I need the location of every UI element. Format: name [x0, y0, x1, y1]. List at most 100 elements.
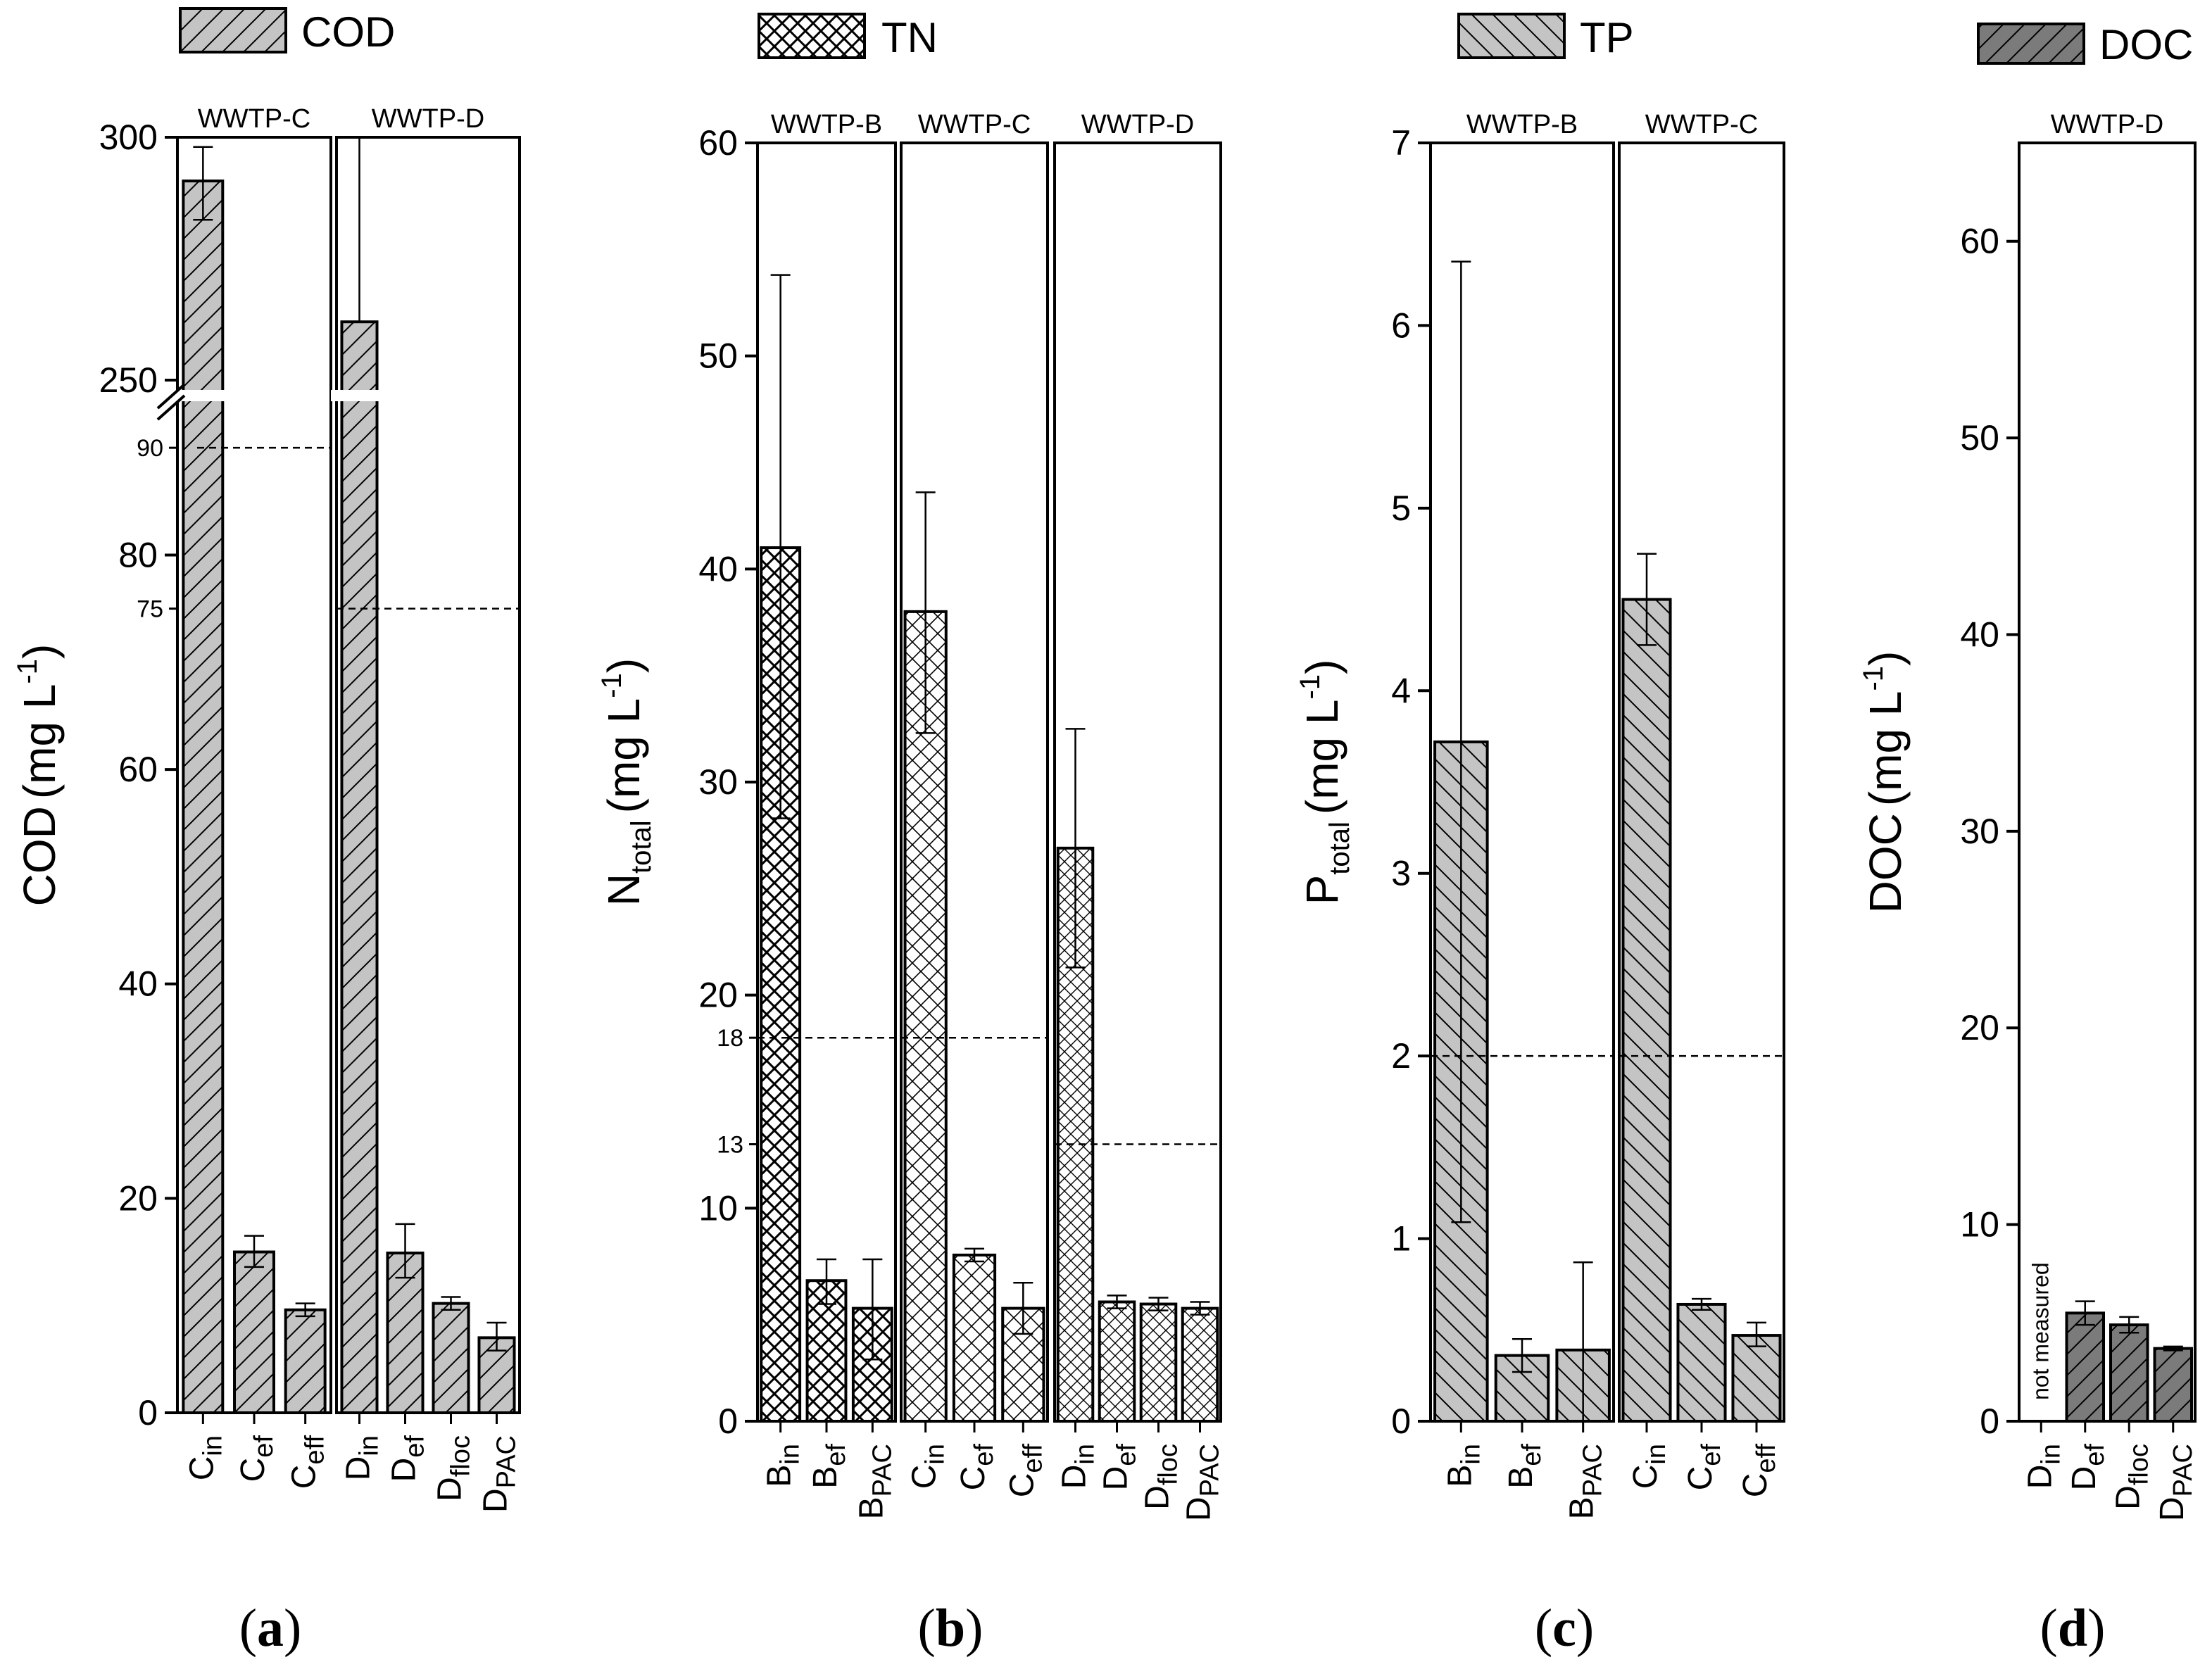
legend-label-d: DOC [2099, 21, 2193, 68]
x-label-main: D [432, 1477, 469, 1501]
bar-hatch-d-floc [2109, 1323, 2149, 1423]
subfigure-label-letter: d [2058, 1599, 2087, 1658]
x-label-c-in: Cin [1627, 1444, 1671, 1489]
x-label-main: C [1737, 1473, 1774, 1498]
x-label-d-in: Din [1056, 1444, 1100, 1489]
bar-hatch-d-floc [1139, 1302, 1178, 1423]
x-label-d-floc: Dfloc [432, 1435, 476, 1501]
y-axis-title-sub: total [626, 820, 657, 874]
legend-d: DOC [1977, 21, 2193, 68]
x-label-sub: ef [1697, 1444, 1726, 1466]
x-label-sub: eff [1752, 1444, 1781, 1473]
x-label-d-floc: Dfloc [1139, 1444, 1183, 1510]
axis-break-gap-2 [331, 390, 391, 401]
x-label-main: D [2154, 1497, 2191, 1521]
bar-hatch-c-ef [952, 1253, 997, 1423]
y-tick-label-60: 60 [118, 750, 158, 789]
y-tick-label-250: 250 [99, 360, 158, 400]
bar-hatch-d-in [340, 320, 379, 1415]
x-label-c-ef: Cef [955, 1444, 999, 1491]
x-label-d-ef: Def [2066, 1444, 2110, 1491]
bar-hatch-d-pac [2153, 1347, 2193, 1423]
subfigure-label-a: (a) [239, 1599, 302, 1658]
x-label-d-in: Din [2021, 1444, 2066, 1489]
legend-c: TP [1457, 13, 1634, 61]
bar-hatch-c-eff [1731, 1334, 1782, 1423]
x-label-c-eff: Ceff [1003, 1444, 1048, 1498]
group-label-wwtp-b: WWTP-B [771, 110, 882, 139]
bar-hatch-c-ef [233, 1250, 275, 1415]
ref-tick-label-75: 75 [137, 596, 163, 623]
bar-hatch-d-ef [2065, 1311, 2105, 1423]
axis-break-mark-1 [156, 383, 186, 410]
x-label-d-pac: DPAC [477, 1435, 522, 1513]
y-tick-label-300: 300 [99, 118, 158, 157]
axis-break-gap-1 [170, 390, 227, 401]
x-label-main: D [2066, 1466, 2103, 1491]
x-label-d-ef: Def [1098, 1444, 1142, 1491]
y-tick-label-50: 50 [1960, 418, 1999, 458]
x-label-sub: PAC [2168, 1444, 2198, 1497]
x-label-c-eff: Ceff [1737, 1444, 1781, 1498]
subfigure-label-b: (b) [918, 1599, 984, 1658]
x-label-main: B [1441, 1465, 1478, 1487]
y-axis-title-c: Ptotal (mg L-1) [1295, 660, 1355, 905]
panel-c-tp: WWTP-BBinBefBPACWWTP-CCinCefCeff01234567… [1295, 110, 1785, 1658]
y-axis-title-sub: total [1324, 821, 1355, 875]
x-label-c-in: Cin [906, 1444, 950, 1489]
x-label-c-in: Cin [183, 1435, 227, 1480]
group-label-wwtp-c: WWTP-C [1645, 110, 1758, 139]
y-axis-title-unit: (mg L [14, 684, 65, 800]
x-label-sub: PAC [1578, 1444, 1608, 1497]
bar-hatch-c-in [1621, 598, 1672, 1423]
subfigure-label-close: ) [284, 1599, 301, 1658]
group-label-wwtp-c: WWTP-C [918, 110, 1031, 139]
x-label-c-eff: Ceff [286, 1435, 330, 1489]
y-tick-label-60: 60 [698, 123, 738, 163]
x-label-d-ef: Def [386, 1435, 430, 1482]
x-label-b-in: Bin [1441, 1444, 1485, 1487]
x-label-sub: in [921, 1444, 950, 1465]
y-tick-label-4: 4 [1391, 671, 1411, 710]
y-axis-title-unit: (mg L [1860, 691, 1911, 807]
x-label-main: C [286, 1465, 323, 1489]
y-tick-label-30: 30 [698, 762, 738, 802]
x-label-sub: in [1456, 1444, 1485, 1465]
subfigure-label-open: ( [239, 1599, 257, 1658]
x-label-main: D [1056, 1465, 1093, 1489]
y-tick-label-7: 7 [1391, 123, 1411, 163]
y-tick-label-10: 10 [1960, 1205, 1999, 1245]
group-label-wwtp-d: WWTP-D [2051, 110, 2163, 139]
x-label-b-ef: Bef [1502, 1444, 1547, 1489]
y-tick-label-3: 3 [1391, 854, 1411, 893]
y-axis-title-main: P [1297, 875, 1347, 905]
panel-a-cod: WWTP-CCinCefCeffWWTP-DDinDefDflocDPAC020… [12, 104, 522, 1658]
x-label-sub: ef [969, 1444, 999, 1466]
x-label-b-ef: Bef [807, 1444, 851, 1489]
legend-label-a: COD [301, 8, 395, 56]
x-label-main: D [1139, 1485, 1176, 1510]
x-label-sub: in [2036, 1444, 2066, 1465]
y-axis-title-unit: (mg L [1297, 700, 1347, 815]
x-label-sub: in [1642, 1444, 1671, 1465]
legend-b: TN [758, 13, 938, 61]
x-label-main: B [807, 1466, 844, 1489]
y-tick-label-40: 40 [1960, 615, 1999, 654]
x-label-sub: ef [822, 1444, 851, 1466]
legend-label-c: TP [1580, 14, 1634, 61]
x-label-c-ef: Cef [1682, 1444, 1726, 1491]
x-label-sub: floc [1154, 1444, 1183, 1485]
group-label-wwtp-d: WWTP-D [372, 104, 484, 134]
y-tick-label-40: 40 [118, 964, 158, 1004]
x-label-main: D [1181, 1497, 1218, 1521]
y-tick-label-5: 5 [1391, 489, 1411, 528]
bar-hatch-d-ef [1098, 1300, 1136, 1423]
x-label-sub: PAC [1195, 1444, 1225, 1497]
x-label-b-in: Bin [761, 1444, 805, 1487]
y-tick-label-30: 30 [1960, 812, 1999, 851]
x-label-d-floc: Dfloc [2109, 1444, 2154, 1510]
y-tick-label-50: 50 [698, 336, 738, 376]
legend-swatch-c-pattern [1457, 13, 1566, 59]
x-label-c-ef: Cef [234, 1435, 279, 1482]
